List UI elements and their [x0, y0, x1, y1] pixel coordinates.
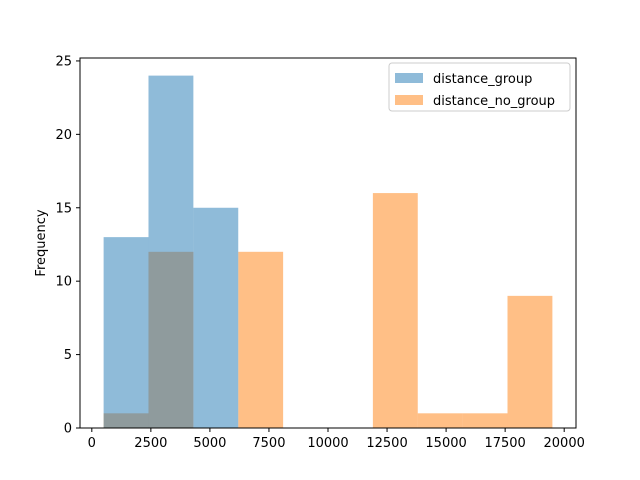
y-tick-label-3: 15 [55, 201, 72, 216]
legend-swatch-distance_no_group [395, 95, 423, 105]
legend: distance_group distance_no_group [388, 62, 571, 112]
legend-label-distance_no_group: distance_no_group [433, 94, 555, 109]
x-tick-label-4: 10000 [307, 436, 348, 451]
y-tick-label-4: 20 [55, 128, 72, 143]
x-tick-label-2: 5000 [193, 436, 226, 451]
x-tick-label-3: 7500 [252, 436, 285, 451]
bar-distance_group-0 [103, 237, 149, 428]
bar-distance_no_group-7 [417, 413, 463, 428]
y-tick-label-1: 5 [64, 348, 72, 363]
plot-frame [79, 57, 577, 429]
x-tick-label-0: 0 [88, 436, 96, 451]
bar-distance_group-2 [193, 207, 239, 428]
legend-swatch-distance_group [395, 73, 423, 83]
bar-distance_no_group-8 [462, 413, 508, 428]
x-tick-label-5: 12500 [366, 436, 407, 451]
bar-distance_no_group-6 [372, 193, 418, 428]
bar-distance_no_group-3 [238, 251, 284, 428]
x-tick-label-7: 17500 [484, 436, 525, 451]
bars-group [103, 75, 553, 428]
x-tick-label-8: 20000 [544, 436, 585, 451]
x-axis-ticks: 0 2500 5000 7500 10000 12500 15000 17500 20000 [88, 428, 585, 451]
y-tick-label-0: 0 [64, 422, 72, 437]
legend-box [388, 62, 571, 112]
y-axis-ticks: 0 5 10 15 20 25 [55, 54, 80, 437]
y-tick-label-2: 10 [55, 275, 72, 290]
bar-distance_group-1 [148, 75, 194, 428]
y-axis-title: Frequency [34, 209, 49, 276]
x-tick-label-1: 2500 [134, 436, 167, 451]
x-tick-label-6: 15000 [425, 436, 466, 451]
legend-label-distance_group: distance_group [433, 72, 532, 87]
y-tick-label-5: 25 [55, 54, 72, 69]
bar-distance_no_group-9 [507, 295, 553, 428]
